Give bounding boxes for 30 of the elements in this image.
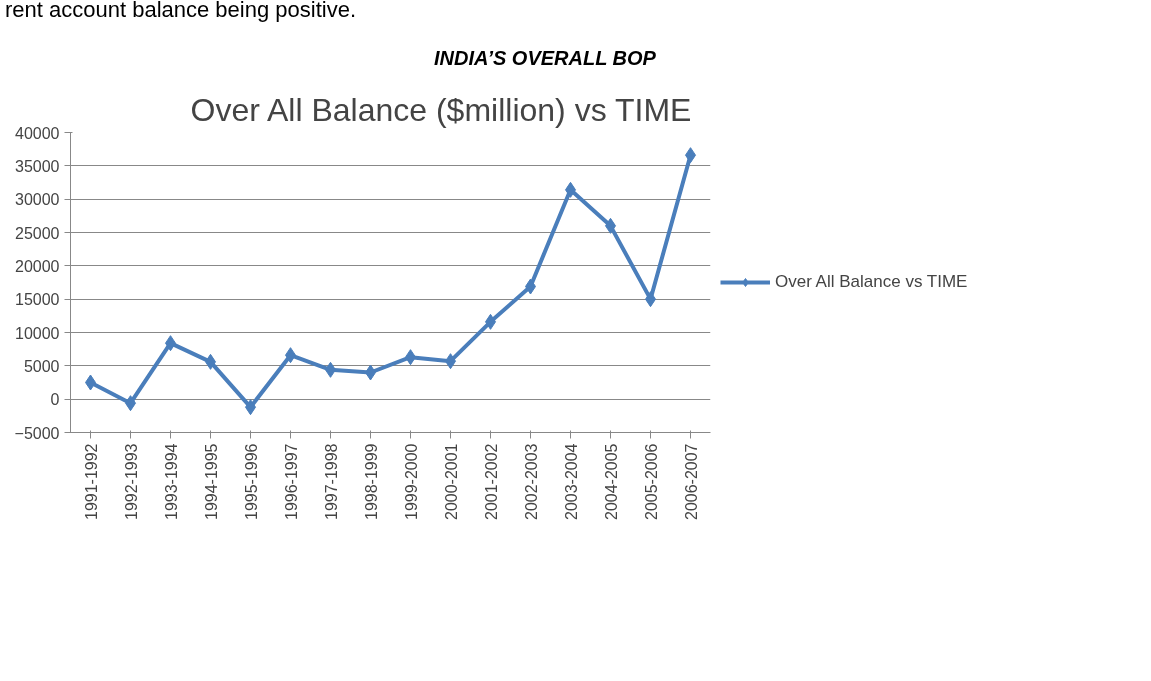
x-tick-label: 1996-1997	[282, 443, 300, 520]
x-tick-label: 1997-1998	[322, 443, 340, 520]
y-tick-label: 40000	[15, 124, 60, 142]
y-tick-label: 30000	[15, 190, 60, 208]
chart-title: Over All Balance ($million) vs TIME	[190, 91, 692, 128]
text: INDIA’S OVERALL BOP	[433, 46, 657, 72]
text: rent account balance being positive.	[5, 0, 357, 22]
y-tick-label: 10000	[15, 324, 60, 342]
x-tick-label: 2004-2005	[602, 443, 620, 520]
legend-label: Over All Balance vs TIME	[775, 271, 968, 292]
y-tick-label: −5000	[14, 424, 60, 442]
x-tick-label: 2005-2006	[642, 443, 660, 520]
y-tick-label: 25000	[15, 224, 60, 242]
y-tick-label: 35000	[15, 157, 60, 175]
x-tick-label: 2003-2004	[562, 443, 580, 520]
y-tick-label: 20000	[15, 257, 60, 275]
y-tick-label: 0	[50, 390, 60, 408]
x-tick-label: 1992-1993	[122, 443, 140, 520]
x-tick-label: 1993-1994	[162, 443, 180, 520]
x-tick-label: 2001-2002	[482, 443, 500, 520]
x-tick-label: 2002-2003	[522, 443, 540, 520]
y-tick-label: 5000	[23, 357, 60, 375]
x-tick-label: 1991-1992	[82, 443, 100, 520]
x-tick-label: 2000-2001	[442, 443, 460, 520]
x-tick-label: 1998-1999	[362, 443, 380, 520]
x-tick-label: 1995-1996	[242, 443, 260, 520]
x-tick-label: 2006-2007	[682, 443, 700, 520]
x-tick-label: 1999-2000	[402, 443, 420, 520]
y-tick-label: 15000	[15, 290, 60, 308]
x-tick-label: 1994-1995	[202, 443, 220, 520]
